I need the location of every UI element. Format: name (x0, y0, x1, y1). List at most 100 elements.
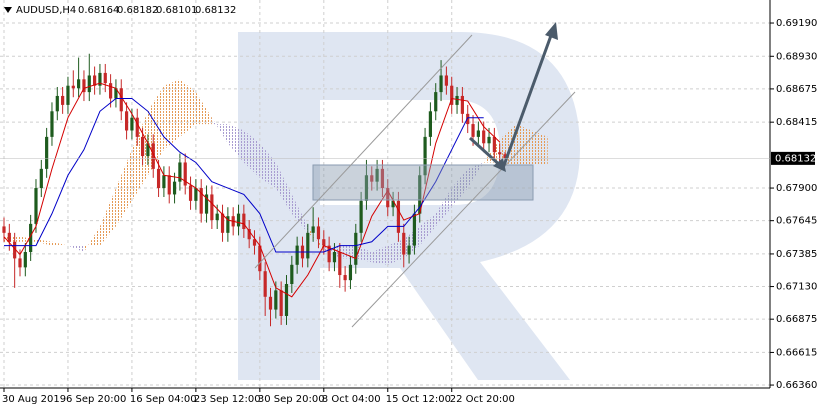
cloud-segment (211, 117, 228, 144)
price-label-box (771, 151, 815, 165)
cloud-segment (419, 213, 436, 246)
candle-body (354, 232, 358, 265)
cloud-segment (227, 124, 244, 163)
candle-body (29, 223, 33, 253)
candle-body (380, 168, 385, 189)
cloud-segment (307, 226, 324, 253)
candle-body (140, 136, 145, 157)
x-tick-label: 30 Aug 2019 (2, 394, 66, 405)
candle-body (252, 239, 257, 246)
indicator-line (4, 98, 484, 253)
y-tick-label: 0.68675 (776, 84, 817, 95)
y-tick-label: 0.67900 (776, 183, 817, 194)
candle-body (375, 168, 379, 182)
candle-body (194, 188, 198, 201)
candle-body (236, 213, 241, 227)
x-tick-label: 16 Sep 04:00 (130, 394, 197, 405)
cloud-segment (131, 111, 148, 201)
candle-body (215, 213, 219, 221)
candle-body (114, 88, 118, 99)
candle-body (295, 245, 299, 265)
candle-body (50, 111, 54, 137)
y-tick-label: 0.66360 (776, 380, 817, 391)
candle-body (93, 75, 97, 86)
candle-body (332, 252, 337, 263)
candle-body (348, 264, 353, 281)
candle-body (55, 95, 59, 112)
cloud-segment (515, 124, 532, 166)
cloud-segment (83, 226, 100, 253)
candle-body (220, 213, 225, 233)
candle-body (434, 92, 438, 112)
candle-body (183, 162, 187, 186)
candle-body (402, 232, 406, 255)
candle-body (284, 283, 289, 316)
candle-body (316, 226, 321, 240)
candle-body (61, 95, 65, 105)
candle-body (119, 88, 123, 112)
candle-body (71, 85, 75, 89)
candle-body (306, 232, 310, 259)
arrow-head (545, 22, 558, 40)
cloud-segment (467, 162, 484, 189)
candle-body (370, 175, 374, 182)
candle-body (2, 226, 6, 233)
candle-body (87, 75, 91, 93)
cloud-segment (435, 188, 452, 227)
candle-body (98, 72, 102, 86)
candle-body (290, 264, 294, 284)
candle-body (279, 290, 283, 316)
menu-triangle (4, 7, 12, 13)
x-tick-label: 30 Sep 20:00 (258, 394, 325, 405)
candle-body (471, 124, 475, 137)
candle-body (77, 79, 81, 89)
candle-body (204, 194, 209, 214)
cloud-segment (451, 168, 468, 208)
candle-body (263, 271, 267, 297)
header-open: 0.68164 (78, 5, 119, 16)
header-high: 0.68182 (117, 5, 158, 16)
candle-body (156, 168, 161, 189)
candle-body (242, 213, 246, 229)
candle-body (428, 111, 432, 137)
candle-body (396, 200, 401, 233)
zone-rectangle (312, 164, 534, 201)
candle-body (146, 143, 150, 157)
candle-body (66, 85, 70, 105)
candle-body (343, 275, 347, 281)
cloud-segment (163, 79, 180, 150)
candle-body (418, 175, 422, 214)
header-close: 0.68132 (195, 5, 236, 16)
candle-body (18, 258, 22, 268)
cloud-segment (371, 245, 388, 265)
candle-body (391, 200, 395, 208)
candle-body (338, 252, 342, 276)
x-tick-label: 22 Oct 20:00 (450, 394, 515, 405)
candle-body (258, 245, 262, 272)
candle-body (386, 188, 390, 208)
candle-body (274, 290, 278, 310)
candle-body (247, 228, 251, 240)
candle-body (103, 72, 107, 84)
cloud-segment (259, 143, 276, 189)
y-tick-label: 0.68415 (776, 117, 817, 128)
watermark (238, 32, 580, 380)
cloud-segment (243, 130, 260, 178)
candle-body (311, 226, 315, 233)
candle-body (151, 143, 155, 169)
y-tick-label: 0.67385 (776, 249, 817, 260)
chart-title: AUDUSD,H4 (16, 5, 76, 16)
cloud-segment (67, 245, 84, 253)
y-tick-label: 0.66615 (776, 347, 817, 358)
plot-area (0, 0, 770, 388)
candle-body (45, 136, 49, 169)
candle-body (23, 252, 27, 268)
candle-body (476, 130, 480, 137)
candle-body (460, 95, 464, 114)
candle-body (492, 136, 496, 153)
cloud-segment (387, 239, 404, 265)
candle-body (167, 175, 171, 195)
channel-line (351, 91, 576, 328)
candle-body (226, 216, 230, 233)
